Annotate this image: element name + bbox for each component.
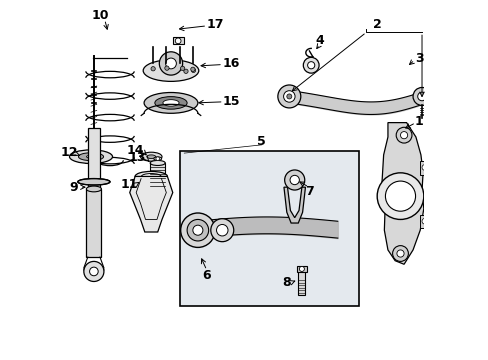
Circle shape [417,92,426,101]
Circle shape [191,68,195,72]
Circle shape [400,132,407,139]
Circle shape [283,91,294,102]
Point [150,45,156,49]
Circle shape [307,62,314,69]
Circle shape [156,157,159,161]
Text: 11: 11 [120,178,138,191]
Point [163,45,168,49]
Text: 5: 5 [257,135,265,148]
Polygon shape [129,176,172,232]
Ellipse shape [78,179,110,185]
Text: 13: 13 [129,151,146,164]
Point [177,61,183,66]
Text: 1: 1 [413,116,422,129]
Ellipse shape [140,152,162,161]
Circle shape [392,246,407,261]
Ellipse shape [84,266,103,273]
Text: 3: 3 [414,51,423,64]
Point [163,61,168,66]
Text: 14: 14 [126,144,144,157]
Circle shape [210,219,233,242]
Circle shape [284,170,304,190]
Bar [298,271,305,295]
Ellipse shape [69,150,112,163]
Circle shape [190,67,195,71]
Circle shape [299,266,304,271]
Bar [88,128,100,189]
Text: 17: 17 [206,18,224,31]
Circle shape [183,69,188,73]
Ellipse shape [135,171,167,181]
Bar [86,189,101,257]
Ellipse shape [165,58,176,69]
Text: 7: 7 [304,185,313,198]
Polygon shape [381,123,423,264]
Text: 9: 9 [70,181,78,194]
Circle shape [180,66,184,71]
Ellipse shape [143,60,198,81]
Point [150,61,156,66]
Circle shape [192,225,203,235]
Ellipse shape [159,52,182,75]
Circle shape [376,173,423,220]
Text: 8: 8 [282,276,290,289]
Ellipse shape [141,174,161,179]
Circle shape [395,127,411,143]
Text: 6: 6 [202,269,211,282]
Ellipse shape [86,155,95,158]
Ellipse shape [163,100,179,106]
Circle shape [286,94,291,99]
Circle shape [289,175,299,185]
Circle shape [164,66,169,70]
Point [177,45,183,49]
Text: 16: 16 [222,57,239,70]
Circle shape [180,213,215,247]
FancyBboxPatch shape [172,37,183,44]
Circle shape [303,57,319,73]
Circle shape [421,165,427,170]
Circle shape [83,261,104,282]
Bar [297,266,306,272]
Ellipse shape [155,96,187,109]
Text: 12: 12 [61,145,78,158]
Ellipse shape [153,157,162,161]
Point [189,61,195,66]
Ellipse shape [144,93,198,113]
Ellipse shape [78,153,103,161]
Text: 4: 4 [315,33,324,47]
Ellipse shape [150,161,165,166]
Polygon shape [284,187,305,223]
Bar [419,215,429,228]
Ellipse shape [146,155,155,158]
Circle shape [187,220,208,241]
Circle shape [421,219,427,224]
Circle shape [175,38,181,44]
Circle shape [396,250,403,257]
Circle shape [277,85,300,108]
Circle shape [216,225,227,236]
Bar [150,163,165,190]
Circle shape [151,67,155,71]
Bar [180,151,359,306]
Text: 15: 15 [222,95,239,108]
Ellipse shape [86,186,101,192]
Circle shape [385,181,415,211]
Circle shape [412,87,430,105]
Text: 2: 2 [372,18,381,31]
Text: 10: 10 [91,9,109,22]
Bar [419,161,429,175]
Circle shape [89,267,98,276]
Point [189,45,195,49]
